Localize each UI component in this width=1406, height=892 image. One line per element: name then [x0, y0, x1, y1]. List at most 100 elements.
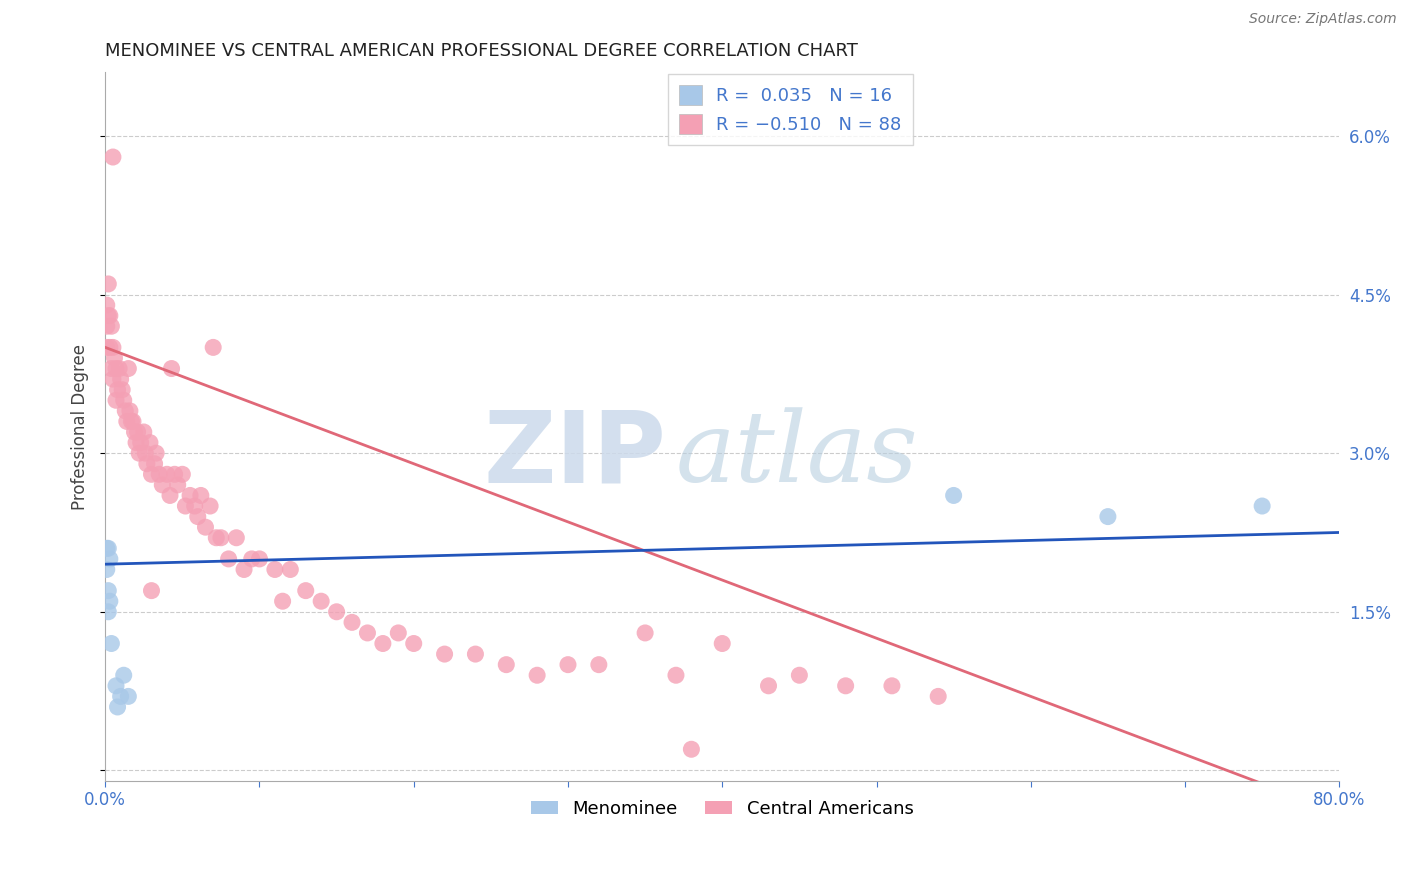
Point: [174, 499, 197, 513]
Point: [117, 690, 139, 704]
Point: [187, 509, 209, 524]
Point: [249, 552, 271, 566]
Point: [111, 383, 134, 397]
Point: [145, 446, 167, 460]
Point: [125, 435, 148, 450]
Point: [325, 605, 347, 619]
Point: [96, 562, 118, 576]
Point: [387, 626, 409, 640]
Point: [371, 636, 394, 650]
Point: [402, 636, 425, 650]
Point: [129, 435, 152, 450]
Point: [96, 298, 118, 312]
Point: [526, 668, 548, 682]
Point: [240, 552, 263, 566]
Point: [356, 626, 378, 640]
Point: [98, 340, 121, 354]
Text: atlas: atlas: [675, 408, 918, 503]
Point: [101, 150, 124, 164]
Point: [107, 700, 129, 714]
Text: ZIP: ZIP: [484, 407, 666, 504]
Point: [665, 668, 688, 682]
Point: [105, 393, 128, 408]
Point: [98, 309, 121, 323]
Point: [218, 552, 240, 566]
Point: [942, 488, 965, 502]
Y-axis label: Professional Degree: Professional Degree: [72, 343, 89, 509]
Point: [96, 319, 118, 334]
Point: [120, 414, 142, 428]
Point: [139, 435, 162, 450]
Point: [681, 742, 703, 756]
Point: [97, 605, 120, 619]
Point: [108, 361, 131, 376]
Point: [141, 467, 163, 482]
Point: [495, 657, 517, 672]
Point: [112, 393, 135, 408]
Point: [159, 488, 181, 502]
Point: [163, 467, 186, 482]
Point: [557, 657, 579, 672]
Point: [97, 541, 120, 556]
Point: [1251, 499, 1274, 513]
Point: [117, 361, 139, 376]
Point: [202, 340, 225, 354]
Point: [150, 478, 173, 492]
Point: [114, 404, 136, 418]
Point: [264, 562, 287, 576]
Point: [205, 531, 228, 545]
Point: [103, 351, 125, 365]
Point: [927, 690, 949, 704]
Point: [880, 679, 903, 693]
Point: [225, 531, 247, 545]
Point: [160, 361, 183, 376]
Legend: Menominee, Central Americans: Menominee, Central Americans: [524, 793, 921, 825]
Point: [143, 457, 166, 471]
Point: [588, 657, 610, 672]
Point: [141, 583, 163, 598]
Point: [433, 647, 456, 661]
Point: [100, 361, 122, 376]
Text: Source: ZipAtlas.com: Source: ZipAtlas.com: [1249, 12, 1396, 26]
Point: [97, 583, 120, 598]
Point: [98, 594, 121, 608]
Point: [127, 425, 149, 439]
Point: [233, 562, 256, 576]
Point: [101, 340, 124, 354]
Point: [172, 467, 194, 482]
Point: [758, 679, 780, 693]
Point: [148, 467, 170, 482]
Point: [166, 478, 188, 492]
Point: [294, 583, 316, 598]
Point: [209, 531, 232, 545]
Point: [96, 340, 118, 354]
Point: [190, 488, 212, 502]
Point: [105, 679, 128, 693]
Text: MENOMINEE VS CENTRAL AMERICAN PROFESSIONAL DEGREE CORRELATION CHART: MENOMINEE VS CENTRAL AMERICAN PROFESSION…: [105, 42, 858, 60]
Point: [110, 372, 132, 386]
Point: [100, 319, 122, 334]
Point: [340, 615, 363, 630]
Point: [96, 541, 118, 556]
Point: [1097, 509, 1119, 524]
Point: [124, 425, 146, 439]
Point: [789, 668, 811, 682]
Point: [101, 372, 124, 386]
Point: [122, 414, 145, 428]
Point: [179, 488, 201, 502]
Point: [834, 679, 856, 693]
Point: [118, 404, 141, 418]
Point: [278, 562, 301, 576]
Point: [115, 414, 138, 428]
Point: [634, 626, 657, 640]
Point: [135, 457, 157, 471]
Point: [194, 520, 217, 534]
Point: [128, 446, 150, 460]
Point: [271, 594, 294, 608]
Point: [134, 446, 156, 460]
Point: [98, 552, 121, 566]
Point: [711, 636, 734, 650]
Point: [198, 499, 221, 513]
Point: [183, 499, 205, 513]
Point: [110, 690, 132, 704]
